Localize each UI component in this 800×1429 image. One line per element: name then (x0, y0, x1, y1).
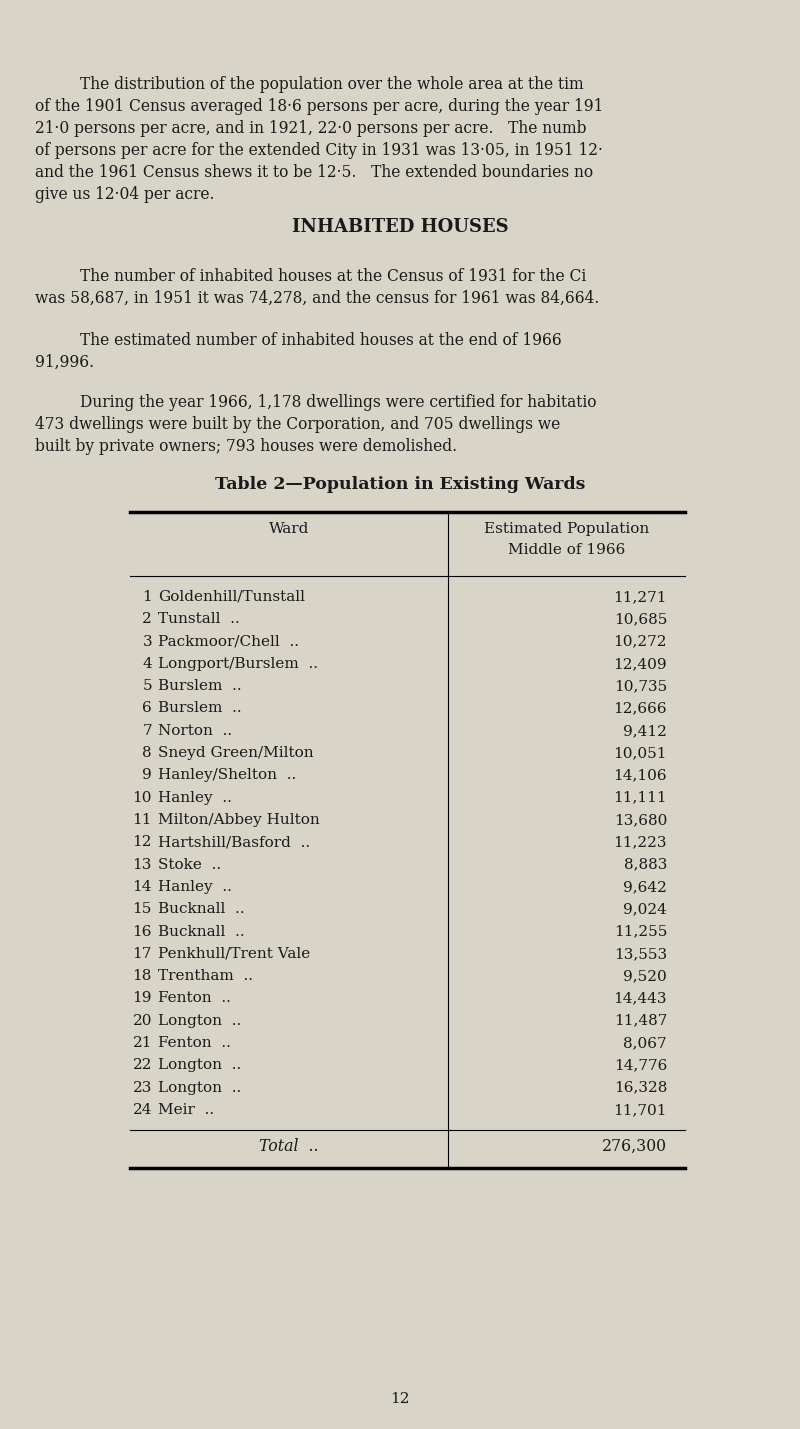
Text: Milton/Abbey Hulton: Milton/Abbey Hulton (158, 813, 320, 827)
Text: 16: 16 (133, 925, 152, 939)
Text: Bucknall  ..: Bucknall .. (158, 902, 245, 916)
Text: 22: 22 (133, 1059, 152, 1072)
Text: 11,223: 11,223 (614, 836, 667, 849)
Text: 3: 3 (142, 634, 152, 649)
Text: 7: 7 (142, 725, 152, 737)
Text: 5: 5 (142, 679, 152, 693)
Text: 15: 15 (133, 902, 152, 916)
Text: Trentham  ..: Trentham .. (158, 969, 253, 983)
Text: 18: 18 (133, 969, 152, 983)
Text: 9,024: 9,024 (623, 902, 667, 916)
Text: 8,067: 8,067 (623, 1036, 667, 1050)
Text: 1: 1 (142, 590, 152, 604)
Text: and the 1961 Census shews it to be 12·5.   The extended boundaries no: and the 1961 Census shews it to be 12·5.… (35, 164, 593, 181)
Text: was 58,687, in 1951 it was 74,278, and the census for 1961 was 84,664.: was 58,687, in 1951 it was 74,278, and t… (35, 290, 599, 307)
Text: 10,272: 10,272 (614, 634, 667, 649)
Text: 8: 8 (142, 746, 152, 760)
Text: 276,300: 276,300 (602, 1139, 667, 1155)
Text: Total  ..: Total .. (259, 1139, 318, 1155)
Text: 10: 10 (133, 790, 152, 805)
Text: 12: 12 (133, 836, 152, 849)
Text: 12,666: 12,666 (614, 702, 667, 716)
Text: Ward: Ward (269, 522, 309, 536)
Text: Longport/Burslem  ..: Longport/Burslem .. (158, 657, 318, 670)
Text: 11,111: 11,111 (614, 790, 667, 805)
Text: 14,776: 14,776 (614, 1059, 667, 1072)
Text: Hanley  ..: Hanley .. (158, 790, 232, 805)
Text: 6: 6 (142, 702, 152, 716)
Text: 24: 24 (133, 1103, 152, 1117)
Text: Packmoor/Chell  ..: Packmoor/Chell .. (158, 634, 299, 649)
Text: 23: 23 (133, 1080, 152, 1095)
Text: 11,255: 11,255 (614, 925, 667, 939)
Text: Norton  ..: Norton .. (158, 725, 232, 737)
Text: 13: 13 (133, 857, 152, 872)
Text: Longton  ..: Longton .. (158, 1013, 242, 1027)
Text: 21: 21 (133, 1036, 152, 1050)
Text: 11,271: 11,271 (614, 590, 667, 604)
Text: Hartshill/Basford  ..: Hartshill/Basford .. (158, 836, 310, 849)
Text: 14,443: 14,443 (614, 992, 667, 1006)
Text: 11: 11 (133, 813, 152, 827)
Text: Table 2—Population in Existing Wards: Table 2—Population in Existing Wards (215, 476, 585, 493)
Text: 473 dwellings were built by the Corporation, and 705 dwellings we: 473 dwellings were built by the Corporat… (35, 416, 560, 433)
Text: 9,412: 9,412 (623, 725, 667, 737)
Text: 2: 2 (142, 612, 152, 626)
Text: 14,106: 14,106 (614, 769, 667, 783)
Text: Hanley/Shelton  ..: Hanley/Shelton .. (158, 769, 296, 783)
Text: 13,553: 13,553 (614, 947, 667, 960)
Text: Fenton  ..: Fenton .. (158, 1036, 231, 1050)
Text: 10,735: 10,735 (614, 679, 667, 693)
Text: Tunstall  ..: Tunstall .. (158, 612, 240, 626)
Text: Burslem  ..: Burslem .. (158, 702, 242, 716)
Text: Fenton  ..: Fenton .. (158, 992, 231, 1006)
Text: INHABITED HOUSES: INHABITED HOUSES (292, 219, 508, 236)
Text: 12,409: 12,409 (614, 657, 667, 670)
Text: 11,701: 11,701 (614, 1103, 667, 1117)
Text: 13,680: 13,680 (614, 813, 667, 827)
Text: During the year 1966, 1,178 dwellings were certified for habitatio: During the year 1966, 1,178 dwellings we… (80, 394, 597, 412)
Text: Hanley  ..: Hanley .. (158, 880, 232, 895)
Text: of the 1901 Census averaged 18·6 persons per acre, during the year 191: of the 1901 Census averaged 18·6 persons… (35, 99, 603, 114)
Text: 17: 17 (133, 947, 152, 960)
Text: Burslem  ..: Burslem .. (158, 679, 242, 693)
Text: The distribution of the population over the whole area at the tim: The distribution of the population over … (80, 76, 584, 93)
Text: Goldenhill/Tunstall: Goldenhill/Tunstall (158, 590, 305, 604)
Text: Bucknall  ..: Bucknall .. (158, 925, 245, 939)
Text: 12: 12 (390, 1392, 410, 1406)
Text: Penkhull/Trent Vale: Penkhull/Trent Vale (158, 947, 310, 960)
Text: Longton  ..: Longton .. (158, 1080, 242, 1095)
Text: 10,051: 10,051 (614, 746, 667, 760)
Text: Estimated Population
Middle of 1966: Estimated Population Middle of 1966 (484, 522, 649, 557)
Text: 11,487: 11,487 (614, 1013, 667, 1027)
Text: The estimated number of inhabited houses at the end of 1966: The estimated number of inhabited houses… (80, 332, 562, 349)
Text: Longton  ..: Longton .. (158, 1059, 242, 1072)
Text: Stoke  ..: Stoke .. (158, 857, 221, 872)
Text: 91,996.: 91,996. (35, 354, 94, 372)
Text: 20: 20 (133, 1013, 152, 1027)
Text: Meir  ..: Meir .. (158, 1103, 214, 1117)
Text: give us 12·04 per acre.: give us 12·04 per acre. (35, 186, 214, 203)
Text: 10,685: 10,685 (614, 612, 667, 626)
Text: of persons per acre for the extended City in 1931 was 13·05, in 1951 12·: of persons per acre for the extended Cit… (35, 141, 603, 159)
Text: 16,328: 16,328 (614, 1080, 667, 1095)
Text: 9: 9 (142, 769, 152, 783)
Text: The number of inhabited houses at the Census of 1931 for the Ci: The number of inhabited houses at the Ce… (80, 269, 586, 284)
Text: 21·0 persons per acre, and in 1921, 22·0 persons per acre.   The numb: 21·0 persons per acre, and in 1921, 22·0… (35, 120, 586, 137)
Text: Sneyd Green/Milton: Sneyd Green/Milton (158, 746, 314, 760)
Text: 14: 14 (133, 880, 152, 895)
Text: 9,642: 9,642 (623, 880, 667, 895)
Text: built by private owners; 793 houses were demolished.: built by private owners; 793 houses were… (35, 439, 457, 454)
Text: 4: 4 (142, 657, 152, 670)
Text: 8,883: 8,883 (624, 857, 667, 872)
Text: 19: 19 (133, 992, 152, 1006)
Text: 9,520: 9,520 (623, 969, 667, 983)
